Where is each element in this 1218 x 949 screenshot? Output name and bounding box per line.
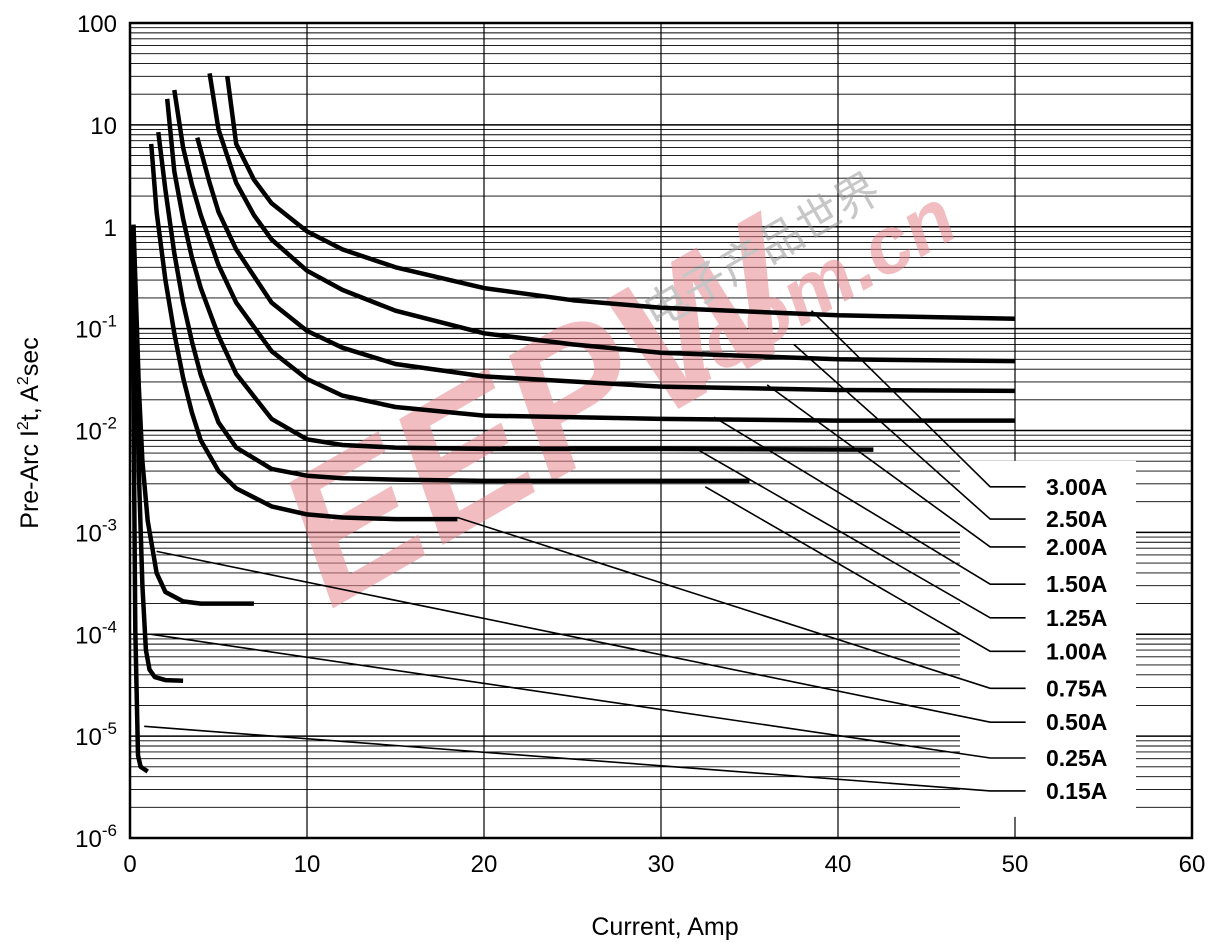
y-tick-label: 10-1 [75,312,117,344]
series-line-0-25a [133,302,184,683]
legend-label-0-15a: 0.15A [1046,778,1107,804]
y-axis-label-mid: t, A [16,385,44,421]
x-tick-label: 0 [123,851,136,878]
y-tick-label: 1 [104,215,117,242]
y-axis-label: Pre-Arc I2t, A2sec [15,337,44,528]
leader-line-1-00a [704,486,1026,653]
y-tick-label: 10 [90,113,117,140]
y-tick-label: 10-2 [75,414,117,446]
leader-line-3-00a [810,310,1026,488]
y-axis-label-base: Pre-Arc I [16,430,44,529]
series-line-0-15a [129,226,149,774]
y-axis-label-sup1: 2 [15,421,32,430]
legend-label-2-50a: 2.50A [1046,506,1107,532]
x-axis-ticks: 0 10 20 30 40 50 60 [123,851,1205,878]
series-curves [129,73,1016,774]
series-line-1-25a [164,98,874,452]
legend-label-0-50a: 0.50A [1046,709,1107,735]
leader-line-0-50a [156,550,1026,724]
leader-line-0-25a [151,633,1026,759]
leader-line-1-25a [696,448,1026,619]
x-axis-label: Current, Amp [591,913,738,941]
y-axis-ticks: 100 10 1 10-1 10-2 10-3 10-4 10-5 10-6 [75,11,117,853]
series-line-1-00a [156,131,750,484]
y-axis-label-sup2: 2 [15,376,32,385]
leader-line-2-00a [766,384,1026,548]
x-tick-label: 30 [648,851,675,878]
legend-label-2-00a: 2.00A [1046,534,1107,560]
y-tick-label: 100 [77,11,117,38]
series-line-1-50a [172,89,1015,423]
series-line-2-50a [207,73,1016,364]
leader-lines [144,310,1026,792]
legend-label-1-25a: 1.25A [1046,605,1107,631]
y-tick-label: 10-4 [75,617,117,649]
x-tick-label: 60 [1179,851,1206,878]
x-tick-label: 20 [471,851,498,878]
x-tick-label: 40 [825,851,852,878]
legend-label-1-50a: 1.50A [1046,571,1107,597]
leader-line-1-50a [713,416,1026,586]
legend-label-0-75a: 0.75A [1046,675,1107,701]
plot-frame [128,21,1194,840]
y-tick-label: 10-5 [75,719,117,751]
leader-line-2-50a [793,343,1026,520]
series-line-0-75a [148,143,458,522]
y-tick-label: 10-3 [75,515,117,547]
x-tick-label: 10 [294,851,321,878]
leader-line-0-75a [457,516,1026,690]
leader-line-0-15a [144,725,1026,792]
x-tick-label: 50 [1002,851,1029,878]
legend-label-1-00a: 1.00A [1046,638,1107,664]
y-tick-label: 10-6 [75,821,117,853]
legend-label-0-25a: 0.25A [1046,745,1107,771]
y-axis-label-tail: sec [16,337,44,376]
series-line-3-00a [225,76,1016,322]
legend-label-3-00a: 3.00A [1046,474,1107,500]
series-line-2-00a [195,137,1016,394]
